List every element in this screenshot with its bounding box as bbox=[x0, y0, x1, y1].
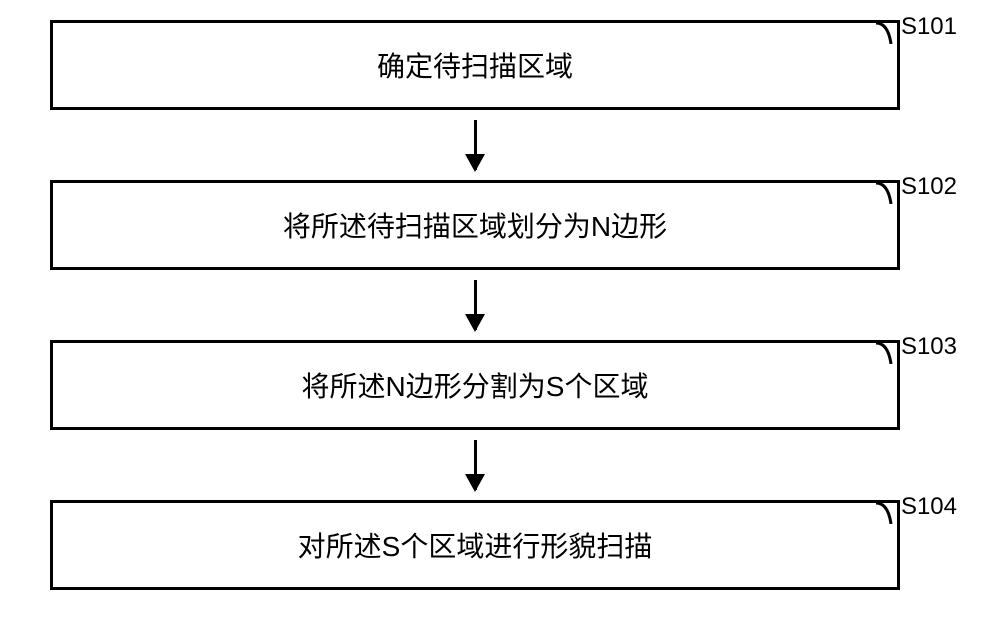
step-text-2: 将所述待扫描区域划分为N边形 bbox=[283, 205, 667, 245]
curve-connector-icon bbox=[876, 20, 900, 44]
step-box-2: S102 将所述待扫描区域划分为N边形 bbox=[50, 180, 900, 270]
arrow-down-icon bbox=[474, 440, 477, 490]
step-label-3: S103 bbox=[901, 333, 957, 361]
step-box-4: S104 对所述S个区域进行形貌扫描 bbox=[50, 500, 900, 590]
curve-connector-icon bbox=[876, 180, 900, 204]
flowchart-container: S101 确定待扫描区域 S102 将所述待扫描区域划分为N边形 S103 将所… bbox=[50, 20, 950, 590]
step-box-1: S101 确定待扫描区域 bbox=[50, 20, 900, 110]
step-label-4: S104 bbox=[901, 493, 957, 521]
step-label-2: S102 bbox=[901, 173, 957, 201]
step-box-3: S103 将所述N边形分割为S个区域 bbox=[50, 340, 900, 430]
step-text-1: 确定待扫描区域 bbox=[377, 45, 573, 85]
curve-connector-icon bbox=[876, 340, 900, 364]
arrow-3 bbox=[50, 430, 900, 500]
arrow-down-icon bbox=[474, 120, 477, 170]
arrow-down-icon bbox=[474, 280, 477, 330]
arrow-1 bbox=[50, 110, 900, 180]
step-text-3: 将所述N边形分割为S个区域 bbox=[302, 365, 649, 405]
step-text-4: 对所述S个区域进行形貌扫描 bbox=[298, 525, 653, 565]
curve-connector-icon bbox=[876, 500, 900, 524]
step-label-1: S101 bbox=[901, 13, 957, 41]
arrow-2 bbox=[50, 270, 900, 340]
